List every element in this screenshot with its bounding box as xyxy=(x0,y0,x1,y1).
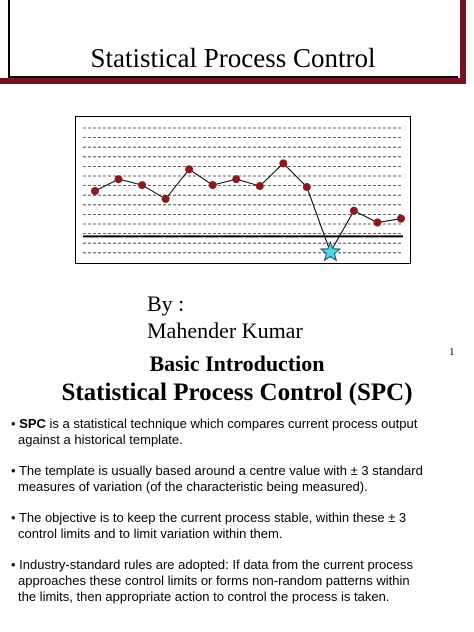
data-point xyxy=(161,194,170,203)
chart-frame xyxy=(75,116,411,264)
bullet-line: approaches these control limits or forms… xyxy=(18,573,410,588)
slide-title: Statistical Process Control xyxy=(90,43,376,73)
bullet-marker: • xyxy=(11,510,16,525)
author-by-label: By : xyxy=(147,291,185,316)
author-block: By : Mahender Kumar xyxy=(147,290,303,344)
page-number: 1 xyxy=(449,346,455,358)
bullet-line: • SPC is a statistical technique which c… xyxy=(11,416,474,432)
author-name: Mahender Kumar xyxy=(147,318,303,343)
title-frame xyxy=(0,0,466,84)
bullet-line: the limits, then appropriate action to c… xyxy=(18,589,390,604)
bullet-line: control limits and to limit variation wi… xyxy=(18,526,283,541)
bullet-list: • SPC is a statistical technique which c… xyxy=(11,416,474,620)
process-trend-line xyxy=(94,162,402,254)
slide-1: Statistical Process Control By : Mahende… xyxy=(0,0,466,358)
data-point xyxy=(91,186,99,195)
slide-2: Basic Introduction Statistical Process C… xyxy=(0,350,474,632)
bullet-item: • The template is usually based around a… xyxy=(11,463,474,495)
bullet-item: • The objective is to keep the current p… xyxy=(11,510,474,542)
bullet-text: Industry-standard rules are adopted: If … xyxy=(15,557,413,572)
bullet-item: • SPC is a statistical technique which c… xyxy=(11,416,474,448)
data-point xyxy=(302,183,311,192)
data-point xyxy=(185,165,194,174)
bullet-term: SPC xyxy=(19,416,46,431)
data-point xyxy=(373,218,382,227)
bullet-item: • Industry-standard rules are adopted: I… xyxy=(11,557,474,605)
control-chart-illustration xyxy=(75,116,411,264)
out-of-control-star xyxy=(319,240,342,262)
bullet-text: The template is usually based around a c… xyxy=(15,463,423,478)
bullet-text: The objective is to keep the current pro… xyxy=(15,510,407,525)
data-point xyxy=(349,206,358,215)
bullet-marker: • xyxy=(11,557,16,572)
bullet-line: • Industry-standard rules are adopted: I… xyxy=(11,557,474,573)
bullet-marker: • xyxy=(11,463,16,478)
data-point xyxy=(397,214,405,223)
bullet-line: • The objective is to keep the current p… xyxy=(11,510,474,526)
data-point xyxy=(138,181,147,190)
data-point xyxy=(114,175,123,184)
data-point xyxy=(279,159,288,168)
bullet-text: is a statistical technique which compare… xyxy=(45,416,418,431)
bullet-line: measures of variation (of the characteri… xyxy=(18,479,368,494)
chart-gridlines xyxy=(83,127,403,254)
slide-title-spc: Statistical Process Control (SPC) xyxy=(61,379,413,406)
data-point xyxy=(208,181,217,190)
data-point xyxy=(232,175,241,184)
bullet-line: • The template is usually based around a… xyxy=(11,463,474,479)
bullet-line: against a historical template. xyxy=(18,432,183,447)
data-points xyxy=(91,159,405,262)
data-point xyxy=(255,182,264,191)
bullet-marker: • xyxy=(11,416,16,431)
slide-subtitle: Basic Introduction xyxy=(149,351,325,376)
